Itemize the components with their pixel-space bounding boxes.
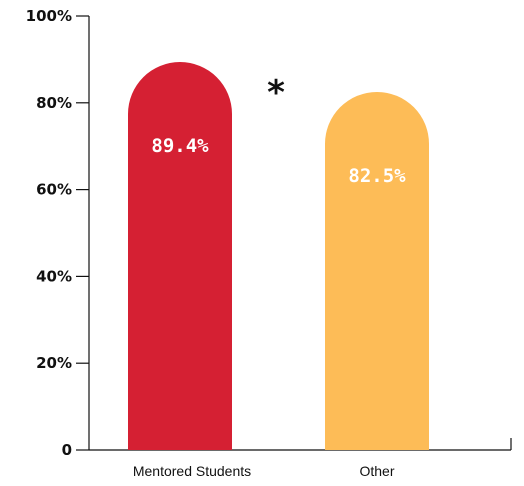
- category-label: Other: [359, 463, 394, 479]
- bar: [128, 62, 232, 451]
- y-tick-label: 20%: [36, 354, 72, 372]
- y-tick-label: 60%: [36, 181, 72, 199]
- labels: 89.4% Mentored Students 82.5% Other: [133, 135, 406, 479]
- y-tick-label: 40%: [36, 267, 72, 285]
- y-tick-label: 0: [62, 441, 72, 459]
- data-label: 82.5%: [348, 165, 406, 187]
- y-tick-label: 80%: [36, 94, 72, 112]
- y-tick-label: 100%: [26, 7, 72, 25]
- significance-annotation: *: [267, 73, 285, 113]
- bar: [325, 91, 429, 450]
- data-label: 89.4%: [151, 135, 209, 157]
- bars: [128, 62, 429, 451]
- category-label: Mentored Students: [133, 463, 251, 479]
